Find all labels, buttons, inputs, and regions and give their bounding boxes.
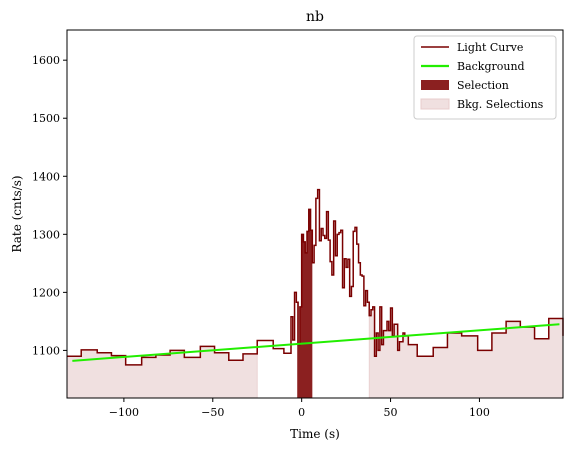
legend-box [413, 35, 557, 120]
background-line [72, 323, 560, 362]
legend-swatch [420, 98, 450, 110]
x-tick-label: 100 [469, 406, 490, 419]
legend-label: Background [457, 60, 525, 73]
legend: Light Curve Background Selection Bkg. Selec… [413, 35, 557, 120]
x-tick-label: 0 [298, 406, 305, 419]
selection-layer [297, 209, 313, 398]
y-tick-label: 1400 [32, 170, 60, 183]
legend-label: Selection [457, 79, 509, 92]
selection-region [297, 209, 313, 398]
y-tick-label: 1300 [32, 228, 60, 241]
light-curve-layer [67, 188, 564, 366]
y-tick-label: 1600 [32, 54, 60, 67]
y-axis-label: Rate (cnts/s) [10, 175, 24, 252]
y-tick-label: 1500 [32, 112, 60, 125]
background-layer [72, 323, 560, 362]
legend-swatch [421, 80, 449, 90]
x-axis-label: Time (s) [290, 427, 340, 441]
y-axis-ticks: 1100 1200 1300 1400 1500 1600 [32, 54, 67, 357]
legend-label: Light Curve [457, 41, 523, 54]
plot-frame [66, 29, 564, 399]
light-curve-line [67, 188, 564, 366]
x-tick-label: −50 [201, 406, 224, 419]
y-tick-label: 1200 [32, 286, 60, 299]
y-tick-label: 1100 [32, 344, 60, 357]
chart-title: nb [306, 9, 324, 25]
x-tick-label: −100 [109, 406, 139, 419]
x-axis-ticks: −100 −50 0 50 100 [109, 398, 490, 419]
x-tick-label: 50 [384, 406, 398, 419]
legend-label: Bkg. Selections [457, 98, 544, 111]
